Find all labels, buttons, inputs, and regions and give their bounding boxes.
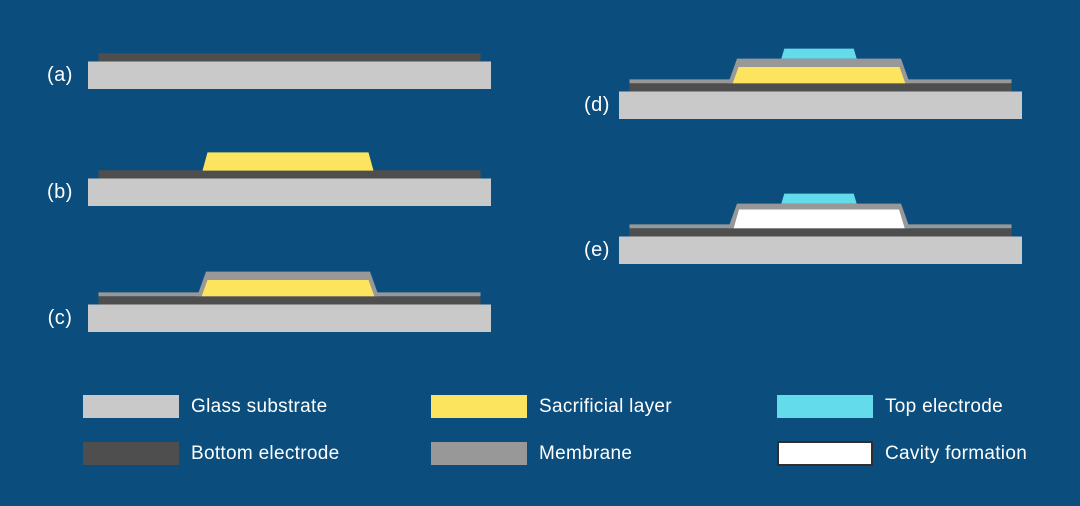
legend-label-glass-substrate: Glass substrate xyxy=(191,395,328,417)
bottom-electrode-layer xyxy=(98,170,481,179)
legend-label-membrane: Membrane xyxy=(539,442,633,464)
step-d-cross-section xyxy=(619,48,1022,119)
glass-substrate-layer xyxy=(88,61,491,89)
step-b: (b) xyxy=(47,114,491,206)
legend-label-bottom-electrode: Bottom electrode xyxy=(191,442,340,464)
bottom-electrode-layer xyxy=(629,228,1012,237)
legend-swatch-glass-substrate xyxy=(83,395,179,418)
legend-label-cavity-formation: Cavity formation xyxy=(885,442,1028,464)
bottom-electrode-layer xyxy=(98,296,481,305)
step-e: (e) xyxy=(584,172,1022,264)
step-d: (d) xyxy=(584,27,1022,119)
legend-swatch-bottom-electrode xyxy=(83,442,179,465)
sacrificial-layer-layer xyxy=(202,152,374,171)
step-c: (c) xyxy=(48,240,491,332)
glass-substrate-layer xyxy=(619,91,1022,119)
cavity-layer xyxy=(733,209,905,229)
legend-item-glass-substrate: Glass substrate xyxy=(83,395,328,418)
step-e-cross-section xyxy=(619,193,1022,264)
glass-substrate-layer xyxy=(88,178,491,206)
legend-item-bottom-electrode: Bottom electrode xyxy=(83,442,339,465)
legend-label-top-electrode: Top electrode xyxy=(885,395,1003,417)
step-d-label: (d) xyxy=(584,94,610,116)
step-c-cross-section xyxy=(88,271,491,332)
bottom-electrode-layer xyxy=(629,83,1012,92)
legend-item-membrane: Membrane xyxy=(431,442,632,465)
step-b-cross-section xyxy=(88,152,491,206)
step-a-cross-section xyxy=(88,53,491,89)
legend-swatch-sacrificial-layer xyxy=(431,395,527,418)
glass-substrate-layer xyxy=(619,236,1022,264)
bottom-electrode-layer xyxy=(98,53,481,62)
legend-swatch-membrane xyxy=(431,442,527,465)
step-b-label: (b) xyxy=(47,181,73,203)
legend-swatch-cavity-formation xyxy=(777,441,873,466)
sacrificial-layer-layer xyxy=(732,67,906,84)
legend-item-cavity-formation: Cavity formation xyxy=(777,441,1027,466)
legend-item-sacrificial-layer: Sacrificial layer xyxy=(431,395,672,418)
step-a: (a) xyxy=(47,0,491,89)
legend-item-top-electrode: Top electrode xyxy=(777,395,1003,418)
step-a-label: (a) xyxy=(47,64,73,86)
sacrificial-layer-layer xyxy=(201,280,375,297)
step-c-label: (c) xyxy=(47,307,73,329)
top-electrode-layer xyxy=(781,193,857,204)
legend-swatch-top-electrode xyxy=(777,395,873,418)
legend-label-sacrificial-layer: Sacrificial layer xyxy=(539,395,672,417)
glass-substrate-layer xyxy=(88,304,491,332)
top-electrode-layer xyxy=(781,48,857,59)
step-e-label: (e) xyxy=(584,239,610,261)
